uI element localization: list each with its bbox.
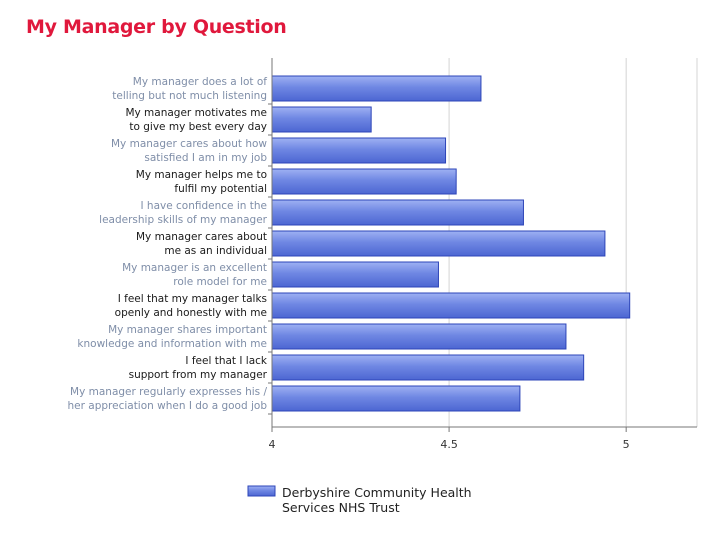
category-label: My manager cares about me as an individua… — [136, 231, 267, 257]
category-label: I have confidence in the leadership skill… — [99, 200, 268, 226]
bar — [271, 292, 631, 319]
legend: Derbyshire Community Health Services NHS … — [247, 485, 472, 515]
bar — [271, 323, 567, 350]
bar — [271, 261, 439, 288]
category-label: My manager does a lot of telling but not … — [112, 76, 267, 102]
tick-labels: 4 4.5 5 — [269, 438, 630, 451]
category-labels: My manager does a lot of telling but not … — [67, 76, 267, 412]
x-tick-label: 5 — [623, 438, 630, 451]
x-tick-label: 4.5 — [440, 438, 458, 451]
category-label: I feel that I lack support from my manage… — [129, 355, 268, 381]
legend-label: Derbyshire Community Health Services NHS … — [282, 485, 472, 515]
legend-swatch — [247, 485, 276, 497]
x-tick-label: 4 — [269, 438, 276, 451]
bar — [271, 230, 606, 257]
bar — [271, 354, 585, 381]
category-label: My manager motivates me to give my best e… — [125, 107, 267, 133]
bar — [271, 106, 372, 133]
category-label: I feel that my manager talks openly and h… — [115, 293, 267, 319]
category-label: My manager is an excellent role model for… — [122, 262, 267, 288]
axes — [268, 58, 697, 432]
category-label: My manager regularly expresses his / her … — [67, 386, 267, 412]
bar — [271, 168, 457, 195]
category-label: My manager cares about how satisfied I am… — [111, 138, 267, 164]
category-label: My manager helps me to fulfil my potentia… — [136, 169, 267, 195]
category-label: My manager shares important knowledge and… — [77, 324, 267, 350]
bars — [271, 75, 631, 412]
chart-title: My Manager by Question — [26, 16, 287, 38]
bar — [271, 75, 482, 102]
bar — [271, 385, 521, 412]
bar — [271, 137, 447, 164]
bar — [271, 199, 524, 226]
